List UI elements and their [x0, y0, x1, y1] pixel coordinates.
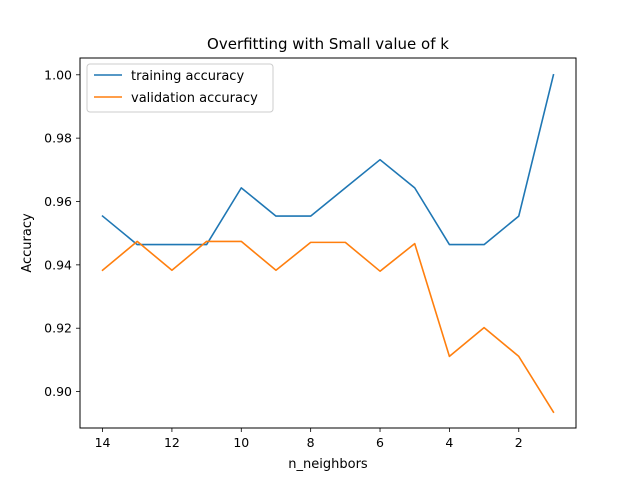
legend-box	[86, 63, 274, 113]
legend: training accuracy validation accuracy	[86, 63, 274, 113]
y-tick-label: 0.94	[44, 257, 72, 272]
x-tick-label: 10	[233, 435, 249, 450]
y-tick-label: 0.92	[44, 321, 72, 336]
plot-area-frame	[79, 57, 577, 429]
y-tick-label: 0.96	[44, 194, 72, 209]
plot-lines	[101, 73, 555, 414]
y-axis-label: Accuracy	[20, 213, 35, 273]
x-tick-label: 6	[376, 435, 384, 450]
x-tick-label: 4	[445, 435, 453, 450]
y-tick-label: 1.00	[44, 67, 72, 82]
x-tick-label: 12	[164, 435, 180, 450]
chart-title: Overfitting with Small value of k	[207, 35, 449, 53]
series-line-1	[101, 240, 555, 414]
series-line-0	[101, 73, 555, 246]
legend-label-validation: validation accuracy	[131, 91, 258, 106]
x-tick-label: 14	[95, 435, 111, 450]
x-tick-label: 8	[307, 435, 315, 450]
x-tick-label: 2	[515, 435, 523, 450]
y-axis-ticks: 0.90 0.92 0.94 0.96 0.98 1.00	[44, 67, 80, 399]
y-tick-label: 0.90	[44, 384, 72, 399]
x-axis-ticks: 14 12 10 8 6 4 2	[95, 428, 523, 450]
x-axis-label: n_neighbors	[288, 457, 368, 472]
legend-label-training: training accuracy	[131, 69, 244, 84]
y-tick-label: 0.98	[44, 131, 72, 146]
